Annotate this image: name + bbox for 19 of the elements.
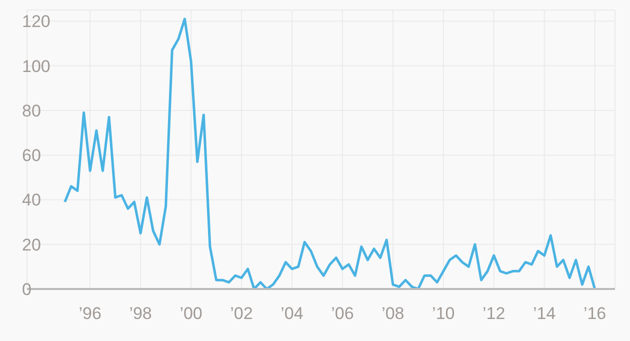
- y-tick-label: 40: [22, 190, 41, 210]
- x-tick-label: ’96: [78, 304, 102, 324]
- y-tick-label: 80: [22, 101, 41, 120]
- x-tick-label: ’14: [532, 304, 556, 324]
- y-tick-label: 0: [22, 280, 32, 299]
- x-tick-label: ’06: [331, 304, 354, 324]
- x-tick-label: ’16: [583, 304, 606, 324]
- y-tick-label: 20: [22, 235, 41, 254]
- x-tick-label: ’12: [482, 304, 506, 324]
- x-tick-label: ’98: [129, 304, 152, 324]
- x-tick-label: ’00: [180, 304, 202, 324]
- y-tick-label: 120: [22, 12, 50, 32]
- x-tick-label: ’02: [230, 304, 253, 324]
- x-tick-label: ’04: [280, 304, 304, 324]
- x-tick-label: ’08: [382, 304, 404, 324]
- y-tick-label: 60: [22, 146, 41, 166]
- y-tick-label: 100: [22, 56, 50, 76]
- x-tick-label: ’10: [432, 304, 455, 324]
- line-series: [64, 18, 596, 289]
